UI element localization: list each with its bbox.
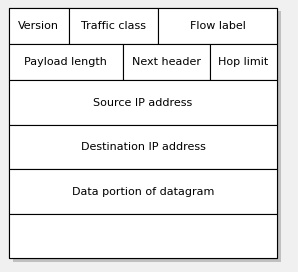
Text: Destination IP address: Destination IP address [80,142,206,152]
Bar [9,81,277,125]
Bar [9,125,277,169]
Bar [9,214,277,258]
Text: Source IP address: Source IP address [93,98,193,108]
Text: Payload length: Payload length [24,57,107,67]
Text: Data portion of datagram: Data portion of datagram [72,187,214,197]
Bar [123,44,210,81]
Bar [210,44,277,81]
Text: Hop limit: Hop limit [218,57,269,67]
Bar [9,44,123,81]
Text: Flow label: Flow label [190,21,246,31]
Text: Version: Version [18,21,59,31]
Bar [9,8,69,44]
Bar [9,169,277,214]
Bar [158,8,277,44]
Bar [69,8,158,44]
Text: Next header: Next header [132,57,201,67]
Text: Traffic class: Traffic class [81,21,146,31]
